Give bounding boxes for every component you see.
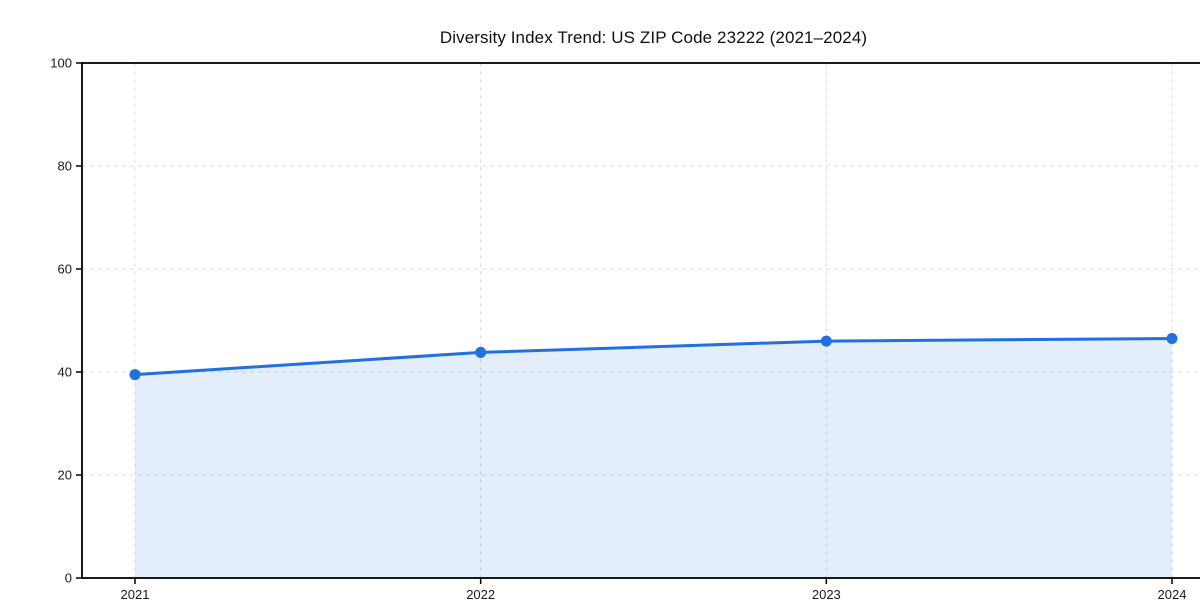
data-point-marker — [820, 335, 832, 347]
axis-ticks: 0 20 40 60 80 100 2021 2022 2023 2024 — [50, 56, 1186, 600]
y-tick-label: 60 — [58, 262, 72, 277]
y-tick-label: 80 — [58, 159, 72, 174]
y-tick-label: 40 — [58, 365, 72, 380]
x-tick-label: 2024 — [1158, 587, 1187, 600]
x-tick-label: 2022 — [466, 587, 495, 600]
x-tick-label: 2023 — [812, 587, 841, 600]
y-tick-label: 0 — [65, 571, 72, 586]
diversity-trend-chart: Diversity Index Trend: US ZIP Code 23222… — [40, 16, 1200, 600]
axes-frame — [81, 62, 1200, 579]
data-point-marker — [475, 346, 487, 358]
x-tick-label: 2021 — [121, 587, 150, 600]
data-point-marker — [129, 369, 141, 381]
area-fill — [135, 338, 1172, 578]
data-point-marker — [1166, 333, 1178, 345]
trend-line — [133, 337, 1174, 377]
chart-canvas: 0 20 40 60 80 100 2021 2022 2023 2024 — [50, 56, 1200, 600]
y-tick-label: 20 — [58, 468, 72, 483]
chart-title: Diversity Index Trend: US ZIP Code 23222… — [439, 28, 868, 47]
y-tick-label: 100 — [50, 56, 72, 71]
